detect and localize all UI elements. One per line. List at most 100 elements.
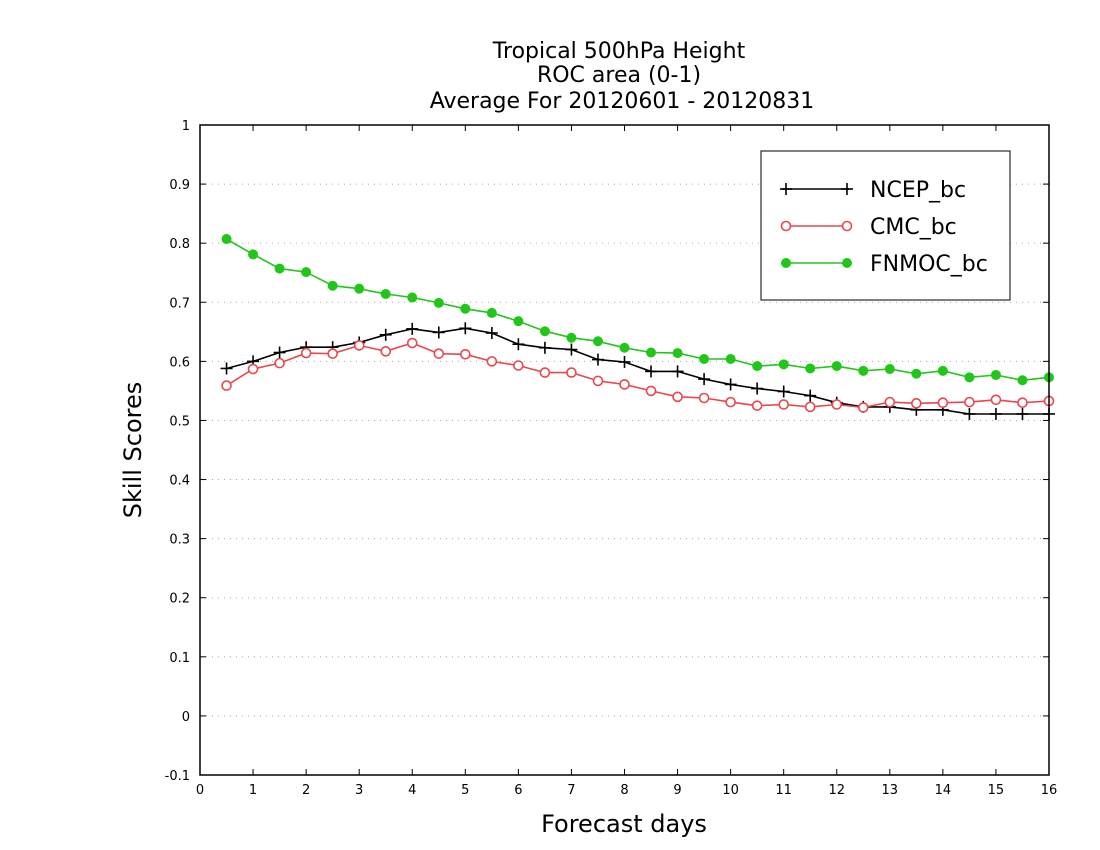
data-point-ncep-bc xyxy=(1016,407,1029,420)
data-point-ncep-bc xyxy=(989,407,1002,420)
data-point-ncep-bc xyxy=(379,328,392,341)
data-point-fnmoc-bc xyxy=(327,280,338,291)
series-line-ncep-bc xyxy=(226,327,1049,415)
data-point-fnmoc-bc xyxy=(433,297,444,308)
data-point-cmc-bc xyxy=(221,380,232,391)
legend-marker-fnmoc-bc xyxy=(842,258,852,268)
data-point-ncep-bc xyxy=(432,326,445,339)
data-point-cmc-bc xyxy=(327,348,338,359)
data-point-cmc-bc xyxy=(353,340,365,351)
data-point-fnmoc-bc xyxy=(1017,375,1028,386)
data-point-fnmoc-bc xyxy=(274,263,285,274)
data-point-cmc-bc xyxy=(566,367,577,378)
data-point-cmc-bc xyxy=(406,337,418,349)
data-point-fnmoc-bc xyxy=(221,234,232,245)
data-point-cmc-bc xyxy=(804,401,816,413)
series-layer xyxy=(220,234,1055,420)
legend-marker-fnmoc-bc xyxy=(781,258,791,268)
y-axis-label: Skill Scores xyxy=(119,382,147,519)
y-tick-label: 0.7 xyxy=(169,296,190,311)
data-point-cmc-bc xyxy=(857,402,869,413)
data-point-cmc-bc xyxy=(698,392,710,404)
series-ncep-bc xyxy=(220,322,1055,420)
series-cmc-bc xyxy=(221,337,1055,413)
data-point-ncep-bc xyxy=(698,373,711,386)
legend-entry-fnmoc-bc: FNMOC_bc xyxy=(781,252,988,277)
chart-title-line-1: Tropical 500hPa Height xyxy=(492,39,746,64)
series-fnmoc-bc xyxy=(221,234,1054,386)
data-point-cmc-bc xyxy=(380,346,392,357)
y-tick-label: 0.1 xyxy=(169,651,190,666)
data-point-cmc-bc xyxy=(274,357,285,369)
legend-entry-ncep-bc: NCEP_bc xyxy=(780,178,966,203)
y-tick-label: 1 xyxy=(182,119,190,134)
data-point-ncep-bc xyxy=(485,327,498,339)
data-point-fnmoc-bc xyxy=(301,267,312,278)
chart-title-line-2: ROC area (0-1) xyxy=(537,63,701,88)
x-tick-label: 13 xyxy=(882,783,899,798)
data-point-ncep-bc xyxy=(724,378,737,391)
legend-marker-cmc-bc xyxy=(780,220,792,232)
data-point-cmc-bc xyxy=(911,398,922,409)
data-point-cmc-bc xyxy=(778,399,789,410)
legend-entry-cmc-bc: CMC_bc xyxy=(780,215,957,240)
data-point-cmc-bc xyxy=(433,348,445,359)
data-point-ncep-bc xyxy=(645,365,658,378)
x-tick-label: 7 xyxy=(567,783,575,798)
y-tick-label: 0.3 xyxy=(169,533,190,548)
x-tick-label: 15 xyxy=(988,783,1005,798)
y-tick-label: -0.1 xyxy=(165,769,190,784)
y-tick-label: 0 xyxy=(182,710,190,725)
data-point-cmc-bc xyxy=(486,356,498,367)
data-point-fnmoc-bc xyxy=(486,307,497,318)
x-tick-label: 10 xyxy=(722,783,739,798)
data-point-cmc-bc xyxy=(300,347,312,359)
y-tick-label: 0.2 xyxy=(169,592,190,607)
data-point-ncep-bc xyxy=(538,341,551,354)
data-point-cmc-bc xyxy=(645,385,657,397)
legend-label-cmc-bc: CMC_bc xyxy=(870,215,957,240)
x-tick-label: 12 xyxy=(828,783,845,798)
data-point-fnmoc-bc xyxy=(964,372,975,383)
data-point-cmc-bc xyxy=(937,397,949,409)
data-point-cmc-bc xyxy=(619,379,630,390)
legend-label-ncep-bc: NCEP_bc xyxy=(870,178,966,203)
data-point-ncep-bc xyxy=(406,322,419,335)
legend: NCEP_bc CMC_bc FNMOC_bc xyxy=(760,150,1011,301)
data-point-fnmoc-bc xyxy=(619,342,630,353)
legend-marker-ncep-bc xyxy=(841,183,853,195)
y-tick-label: 0.4 xyxy=(169,474,190,489)
data-point-ncep-bc xyxy=(671,365,684,378)
data-point-fnmoc-bc xyxy=(248,249,259,260)
x-tick-label: 4 xyxy=(408,783,416,798)
x-tick-label: 11 xyxy=(775,783,792,798)
data-point-ncep-bc xyxy=(777,385,790,398)
data-point-fnmoc-bc xyxy=(831,361,842,372)
data-point-ncep-bc xyxy=(591,353,604,366)
plot-frame xyxy=(199,124,1050,776)
data-point-fnmoc-bc xyxy=(805,363,816,374)
data-point-fnmoc-bc xyxy=(460,303,471,314)
data-point-cmc-bc xyxy=(539,367,551,378)
data-point-fnmoc-bc xyxy=(778,359,789,370)
x-tick-label: 6 xyxy=(514,783,522,798)
data-point-ncep-bc xyxy=(220,362,233,375)
data-point-fnmoc-bc xyxy=(354,283,365,294)
data-point-fnmoc-bc xyxy=(380,289,391,299)
legend-label-fnmoc-bc: FNMOC_bc xyxy=(870,252,988,277)
y-tick-label: 0.6 xyxy=(169,355,190,370)
data-point-cmc-bc xyxy=(460,348,471,360)
x-tick-label: 8 xyxy=(620,783,628,798)
data-point-fnmoc-bc xyxy=(592,336,603,347)
series-line-cmc-bc xyxy=(226,342,1050,409)
data-point-fnmoc-bc xyxy=(990,369,1001,380)
data-point-fnmoc-bc xyxy=(884,364,895,375)
x-tick-label: 14 xyxy=(935,783,952,798)
y-tick-label: 0.8 xyxy=(169,237,190,252)
x-tick-label: 3 xyxy=(355,783,363,798)
data-point-cmc-bc xyxy=(1017,397,1028,409)
data-point-fnmoc-bc xyxy=(513,316,524,327)
x-tick-label: 5 xyxy=(461,783,469,798)
data-point-cmc-bc xyxy=(751,400,763,411)
data-point-ncep-bc xyxy=(618,355,631,368)
